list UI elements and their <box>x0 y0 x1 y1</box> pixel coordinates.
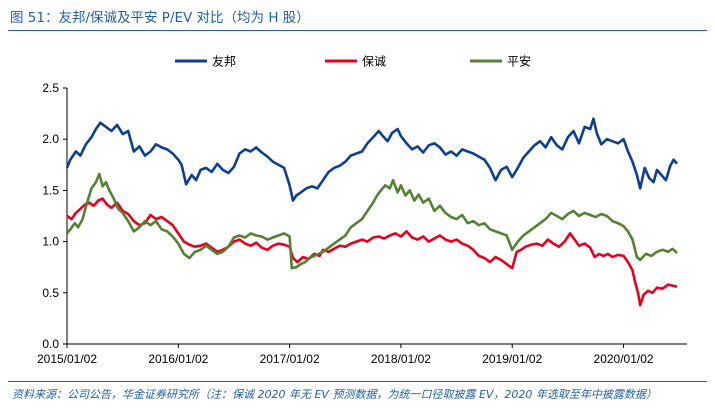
x-tick-label: 2016/01/02 <box>148 352 208 366</box>
title-rule <box>8 30 707 31</box>
legend-label-2: 平安 <box>507 54 531 69</box>
series-line-0 <box>65 117 679 202</box>
y-tick-label: 2.5 <box>42 81 59 95</box>
chart-canvas: 友邦 保诚 平安 0.0 0.5 1.0 1.5 2.0 2.5 2015/01/02 2016/… <box>37 54 687 366</box>
x-tick-label: 2020/01/02 <box>594 352 654 366</box>
legend-label-0: 友邦 <box>212 55 236 69</box>
x-tick-label: 2015/01/02 <box>37 352 97 366</box>
legend: 友邦 保诚 平安 <box>175 54 531 69</box>
axes: 0.0 0.5 1.0 1.5 2.0 2.5 2015/01/02 2016/01/02 20… <box>37 81 687 366</box>
y-tick-label: 0.5 <box>42 286 59 300</box>
x-tick-label: 2017/01/02 <box>260 352 320 366</box>
x-tick-label: 2019/01/02 <box>482 352 542 366</box>
y-tick-label: 2.0 <box>42 132 59 146</box>
series-line-2 <box>65 172 678 270</box>
chart-title: 图 51：友邦/保诚及平安 P/EV 对比（均为 H 股） <box>10 10 310 26</box>
plot-area <box>65 117 679 307</box>
legend-label-1: 保诚 <box>362 55 386 69</box>
x-tick-label: 2018/01/02 <box>371 352 431 366</box>
y-tick-label: 1.5 <box>42 183 59 197</box>
source-note: 资料来源：公司公告，华金证券研究所（注：保诚 2020 年无 EV 预测数据，为… <box>12 388 657 401</box>
y-tick-label: 1.0 <box>42 235 59 249</box>
y-tick-label: 0.0 <box>42 337 59 351</box>
series-line-1 <box>66 197 678 307</box>
source-rule <box>8 381 707 382</box>
